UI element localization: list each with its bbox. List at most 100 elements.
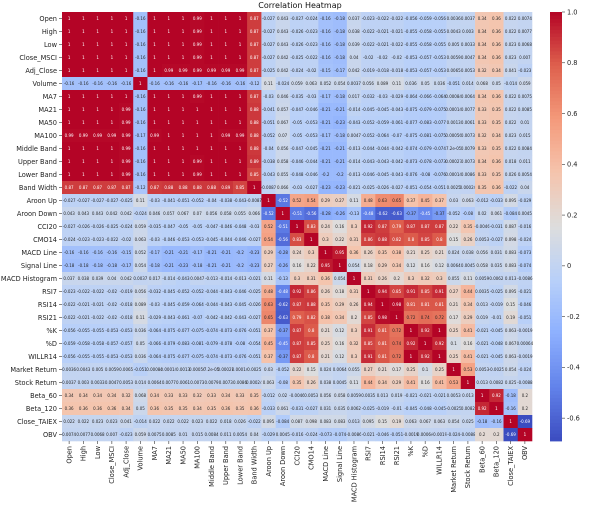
heatmap-cell	[104, 324, 120, 338]
cell-annotation: -0.16	[92, 250, 103, 255]
cell-annotation: -0.17	[192, 81, 203, 86]
heatmap-cell	[289, 363, 305, 377]
cell-annotation: 0.74	[392, 341, 401, 346]
heatmap-cell	[76, 402, 91, 416]
cell-annotation: -0.16	[64, 250, 75, 255]
cell-annotation: 0.25	[421, 250, 430, 255]
cell-annotation: 0.3	[294, 276, 301, 281]
heatmap-cell	[175, 38, 191, 52]
cell-annotation: 0.039	[92, 276, 104, 281]
heatmap-cell	[503, 168, 519, 182]
heatmap-cell	[432, 116, 447, 130]
cell-annotation: 0.024	[320, 367, 332, 372]
heatmap-cell	[232, 103, 248, 117]
heatmap-cell	[175, 350, 191, 364]
cell-annotation: 0.0059	[105, 367, 119, 372]
heatmap-cell	[489, 207, 504, 221]
heatmap-cell	[289, 12, 305, 26]
heatmap-cell	[161, 116, 177, 130]
cell-annotation: 0.0053	[304, 393, 318, 398]
heatmap-cell	[475, 285, 490, 299]
heatmap-cell	[90, 337, 106, 351]
heatmap-cell	[332, 38, 348, 52]
cell-annotation: 0.054	[334, 81, 346, 86]
cell-annotation: 1	[225, 146, 228, 151]
cell-annotation: 0.92	[406, 341, 415, 346]
cell-annotation: -0.047	[205, 224, 218, 229]
cell-annotation: 0.87	[107, 185, 116, 190]
cell-annotation: -0.012	[476, 198, 489, 203]
cell-annotation: -0.018	[390, 68, 403, 73]
heatmap-cell	[261, 285, 276, 299]
heatmap-cell	[247, 337, 262, 351]
cell-annotation: 0.81	[378, 354, 387, 359]
heatmap-cell	[389, 77, 405, 91]
heatmap-cell	[62, 64, 77, 78]
heatmap-cell	[190, 155, 205, 169]
cell-annotation: -0.052	[262, 133, 275, 138]
cell-annotation: -0.37	[278, 354, 289, 359]
colorbar-segment	[550, 94, 562, 99]
heatmap-cell	[517, 103, 533, 117]
heatmap-cell	[446, 389, 462, 403]
cell-annotation: 0.0073	[219, 380, 233, 385]
heatmap-cell	[389, 220, 405, 234]
heatmap-cell	[418, 363, 433, 377]
cell-annotation: 1	[96, 55, 99, 60]
cell-annotation: -0.03	[249, 224, 260, 229]
heatmap-cell	[432, 285, 447, 299]
cell-annotation: 0.25	[406, 367, 415, 372]
cell-annotation: 0.025	[462, 419, 474, 424]
heatmap-cell	[275, 350, 291, 364]
cell-annotation: 0.026	[505, 172, 517, 177]
column-label: RSI7	[365, 446, 373, 461]
cell-annotation: -0.055	[91, 328, 104, 333]
cell-annotation: 0.52	[293, 198, 302, 203]
cell-annotation: -0.021	[77, 315, 90, 320]
cell-annotation: -0.075	[162, 328, 175, 333]
colorbar-segment	[550, 330, 562, 335]
heatmap-cell	[90, 298, 106, 312]
cell-annotation: 0.0045	[333, 380, 347, 385]
cell-annotation: -0.01	[392, 406, 403, 411]
cell-annotation: 0.32	[122, 393, 131, 398]
heatmap-cell	[118, 12, 134, 26]
cell-annotation: -0.03	[263, 94, 274, 99]
cell-annotation: 0.054	[348, 263, 360, 268]
heatmap-cell	[517, 285, 533, 299]
heatmap-cell	[446, 103, 462, 117]
cell-annotation: 1	[210, 42, 213, 47]
cell-annotation: -0.16	[107, 81, 118, 86]
cell-annotation: -0.066	[419, 94, 432, 99]
cell-annotation: 0.35	[492, 120, 501, 125]
heatmap-cell	[503, 402, 519, 416]
cell-annotation: 0.99	[236, 68, 245, 73]
cell-annotation: -0.03	[292, 185, 303, 190]
heatmap-cell	[403, 90, 419, 104]
cell-annotation: 0.0047	[105, 380, 119, 385]
colorbar-tick-label: 0.8	[567, 59, 578, 67]
column-label: Beta_60	[478, 446, 486, 473]
heatmap-cell	[332, 194, 348, 208]
heatmap-cell	[261, 64, 276, 78]
cell-annotation: 1	[367, 289, 370, 294]
cell-annotation: -0.12	[249, 81, 260, 86]
cell-annotation: -0.03	[149, 198, 160, 203]
heatmap-cell	[446, 64, 462, 78]
column-label: Upper Band	[222, 446, 230, 485]
cell-annotation: 0.34	[79, 393, 88, 398]
heatmap-cell	[375, 246, 390, 260]
heatmap-cell	[304, 168, 319, 182]
colorbar-segment	[550, 172, 562, 177]
cell-annotation: -0.21	[206, 263, 217, 268]
heatmap-cell	[133, 311, 148, 325]
heatmap-cell	[90, 389, 106, 403]
cell-annotation: -0.02	[306, 68, 317, 73]
heatmap-cell	[304, 285, 319, 299]
heatmap-cell	[475, 337, 490, 351]
heatmap-cell	[133, 363, 148, 377]
heatmap-cell	[475, 220, 490, 234]
heatmap-cell	[432, 38, 447, 52]
heatmap-cell	[503, 272, 519, 286]
cell-annotation: -0.02	[392, 55, 403, 60]
